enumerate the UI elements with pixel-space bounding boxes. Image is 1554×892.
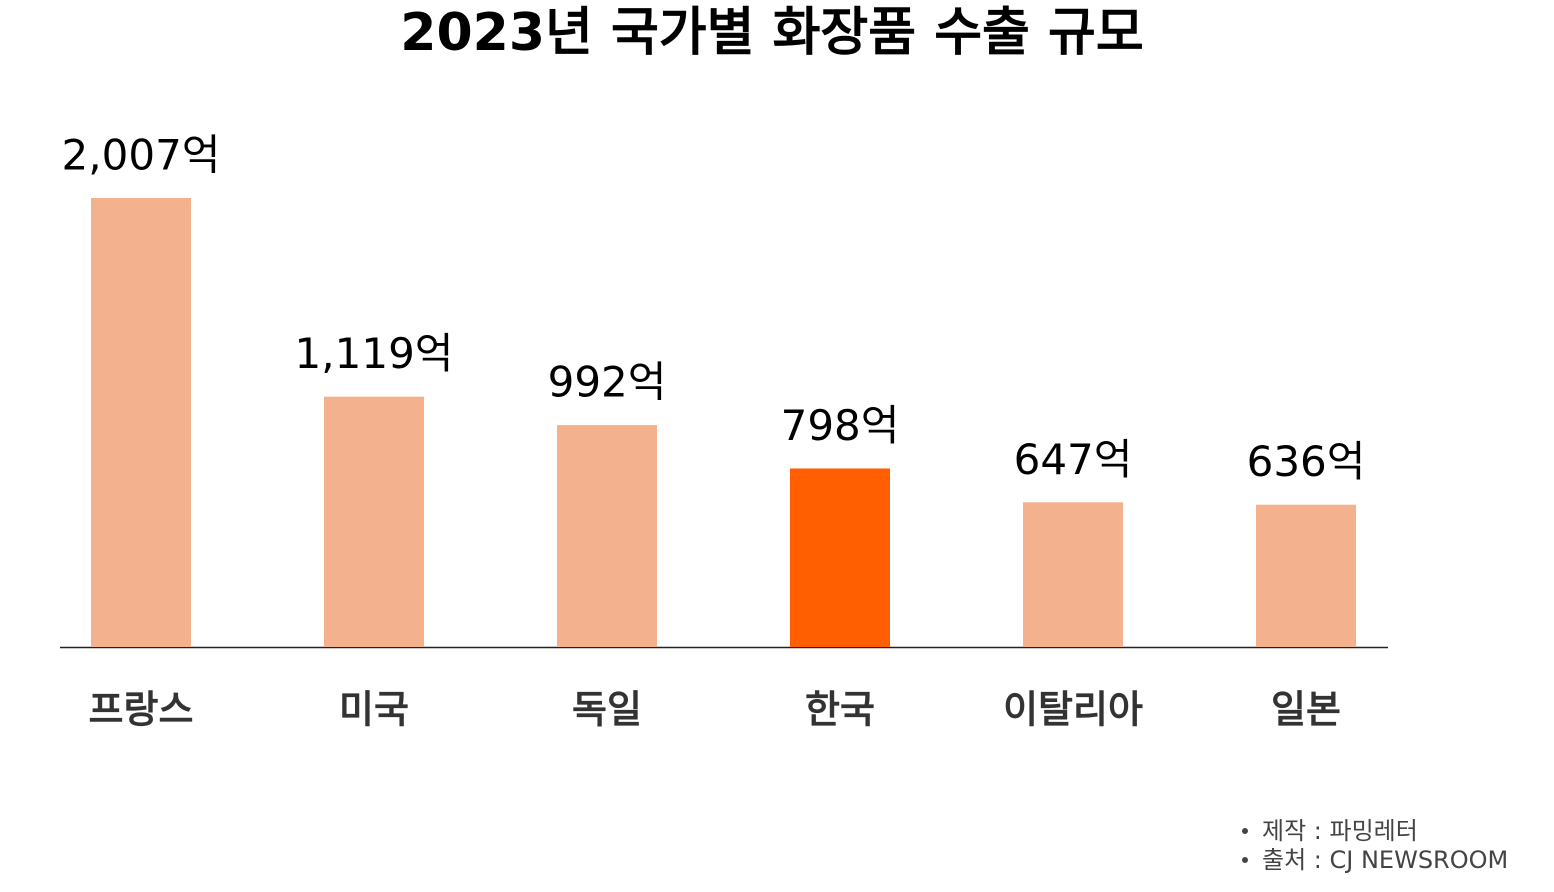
value-label: 647억 [1014,435,1133,484]
x-tick-label: 프랑스 [89,688,194,732]
note: 제작 : 파밍레터 [1262,817,1418,845]
bar [324,396,424,647]
x-tick-label: 독일 [572,688,642,732]
chart-title: 2023년 국가별 화장품 수출 규모 [400,3,1143,63]
value-label: 798억 [781,401,900,450]
bullet [1242,857,1248,863]
value-label: 2,007억 [62,131,221,180]
bar [790,468,890,647]
x-tick-label: 미국 [339,688,409,732]
x-tick-label: 한국 [805,688,875,732]
bar [1256,504,1356,647]
value-label: 1,119억 [295,329,454,378]
bar [1023,502,1123,647]
bullet [1242,828,1248,834]
value-label: 636억 [1247,437,1366,486]
bar [557,425,657,647]
bar [91,198,191,647]
x-tick-label: 일본 [1271,688,1341,732]
x-tick-label: 이탈리아 [1003,688,1143,732]
note: 출처 : CJ NEWSROOM [1262,846,1508,874]
value-label: 992억 [548,358,667,407]
